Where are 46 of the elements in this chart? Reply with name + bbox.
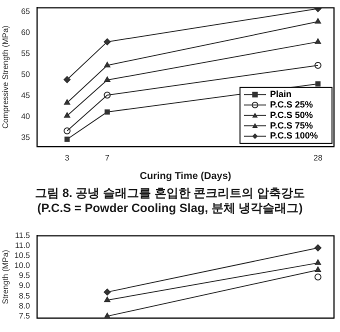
point bbox=[314, 274, 322, 280]
legend-label: P.C.S 50% bbox=[270, 110, 313, 120]
y-tick-label: 65 bbox=[21, 7, 31, 16]
point bbox=[314, 38, 322, 44]
y-tick-label: 10.0 bbox=[14, 261, 31, 270]
x-axis-title: Curing Time (Days) bbox=[140, 170, 232, 182]
point bbox=[104, 38, 111, 46]
y-tick-label: 9.0 bbox=[18, 281, 31, 290]
point bbox=[104, 92, 111, 99]
point bbox=[64, 127, 71, 134]
legend-label: P.C.S 75% bbox=[270, 120, 313, 130]
text: (P.C.S = Powder Cooling Slag, 분체 냉각슬래그) bbox=[36, 201, 304, 216]
y-tick-label: 60 bbox=[21, 28, 31, 38]
y-tick-label: 35 bbox=[21, 133, 31, 142]
point bbox=[104, 109, 110, 115]
y-axis-title: Strength (MPa) bbox=[1, 250, 10, 304]
point bbox=[104, 288, 111, 296]
point bbox=[64, 112, 70, 118]
x-tick-label: 3 bbox=[64, 153, 70, 162]
y-axis-title: Compressive Strength (MPa) bbox=[1, 25, 10, 129]
legend-label: P.C.S 25% bbox=[270, 99, 313, 110]
point bbox=[314, 244, 322, 252]
y-tick-label: 50 bbox=[21, 70, 31, 80]
y-tick-label: 55 bbox=[21, 49, 31, 58]
point bbox=[64, 99, 70, 105]
legend-label: Plain bbox=[270, 89, 292, 100]
y-tick-label: 11.5 bbox=[15, 231, 31, 240]
point bbox=[314, 18, 322, 24]
y-tick-label: 7.5 bbox=[18, 311, 31, 320]
y-tick-label: 45 bbox=[21, 91, 31, 100]
y-tick-label: 8.0 bbox=[18, 301, 31, 310]
point bbox=[104, 62, 110, 68]
point bbox=[104, 76, 110, 82]
point bbox=[315, 81, 321, 86]
legend-label: P.C.S 100% bbox=[270, 130, 318, 141]
y-tick-label: 9.5 bbox=[18, 271, 31, 280]
caption: 그림 8. 공냉 슬래그를 혼입한 콘크리트의 압축강도 bbox=[34, 186, 306, 201]
point bbox=[64, 136, 70, 142]
y-tick-label: 40 bbox=[21, 112, 31, 122]
y-tick-label: 11.0 bbox=[15, 241, 31, 250]
y-tick-label: 10.5 bbox=[14, 251, 31, 260]
y-tick-label: 8.5 bbox=[18, 291, 31, 300]
x-tick-label: 7 bbox=[105, 153, 110, 162]
point bbox=[64, 76, 71, 84]
point bbox=[314, 62, 322, 69]
x-tick-label: 28 bbox=[313, 153, 323, 162]
